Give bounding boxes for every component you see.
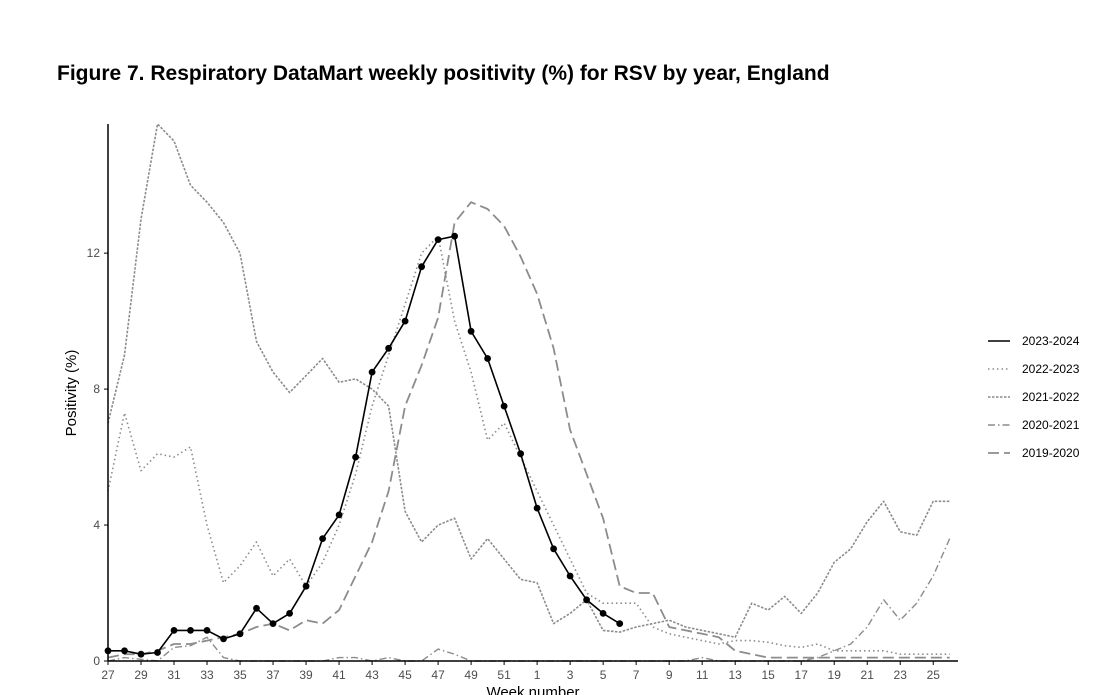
data-point-2023-2024: [368, 368, 376, 376]
x-tick-label: 41: [332, 668, 346, 682]
x-tick-label: 5: [600, 668, 607, 682]
x-tick-label: 47: [431, 668, 445, 682]
data-point-2023-2024: [434, 236, 442, 244]
data-point-2023-2024: [418, 263, 425, 271]
x-tick-label: 19: [828, 668, 842, 682]
x-tick-label: 11: [696, 668, 709, 682]
data-point-2023-2024: [187, 627, 194, 634]
data-point-2023-2024: [137, 650, 145, 658]
figure-title: Figure 7. Respiratory DataMart weekly po…: [57, 62, 830, 85]
legend: 2023-2024 2022-2023 2021-2022 2020-2021 2019…: [988, 334, 1080, 460]
x-tick-label: 9: [666, 668, 673, 682]
series-line-2019-2020: [107, 201, 950, 659]
x-tick-label: 1: [534, 668, 541, 682]
y-tick-label: 8: [93, 382, 100, 396]
data-point-2023-2024: [253, 604, 260, 612]
data-point-2023-2024: [302, 582, 310, 590]
x-tick-label: 15: [762, 668, 776, 682]
data-point-2023-2024: [517, 450, 524, 458]
x-tick-label: 45: [398, 668, 412, 682]
plot-area: [104, 123, 951, 662]
data-point-2023-2024: [451, 232, 458, 240]
x-tick-label: 27: [101, 668, 115, 682]
x-tick-label: 17: [795, 668, 809, 682]
series-line-2023-2024: [108, 235, 621, 656]
y-axis-title: Positivity (%): [63, 350, 80, 437]
y-tick-label: 12: [87, 246, 101, 260]
x-tick-label: 43: [365, 668, 379, 682]
data-point-2023-2024: [385, 344, 392, 352]
x-tick-label: 37: [266, 668, 280, 682]
data-point-2023-2024: [121, 647, 128, 655]
data-point-2023-2024: [203, 627, 211, 634]
x-axis-title: Week number: [486, 684, 579, 695]
x-tick-label: 49: [464, 668, 478, 682]
y-tick-label: 4: [93, 518, 100, 532]
data-point-2023-2024: [467, 327, 475, 335]
data-point-2023-2024: [484, 355, 491, 362]
x-tick-label: 3: [567, 668, 574, 682]
data-point-2023-2024: [220, 635, 227, 643]
data-point-2023-2024: [352, 453, 359, 461]
series-line-2022-2023: [107, 235, 950, 656]
data-point-2023-2024: [154, 649, 161, 656]
data-point-2023-2024: [401, 317, 409, 325]
series-line-2020-2021: [107, 538, 951, 662]
x-tick-label: 21: [861, 668, 875, 682]
data-point-2023-2024: [335, 511, 343, 519]
x-tick-label: 13: [729, 668, 743, 682]
x-tick-label: 33: [200, 668, 214, 682]
legend-label-2019-2020: 2019-2020: [1022, 446, 1080, 460]
x-tick-label: 7: [633, 668, 640, 682]
data-point-2023-2024: [616, 620, 624, 627]
y-tick-label: 0: [93, 654, 100, 668]
data-point-2023-2024: [550, 545, 557, 553]
data-point-2023-2024: [566, 572, 574, 580]
legend-label-2022-2023: 2022-2023: [1022, 362, 1080, 376]
x-tick-label: 39: [299, 668, 313, 682]
legend-label-2021-2022: 2021-2022: [1022, 390, 1080, 404]
data-point-2023-2024: [599, 610, 607, 617]
legend-label-2023-2024: 2023-2024: [1022, 334, 1080, 348]
data-point-2023-2024: [269, 620, 277, 627]
data-point-2023-2024: [236, 630, 244, 638]
data-point-2023-2024: [170, 627, 178, 634]
data-point-2023-2024: [286, 610, 293, 617]
x-tick-label: 29: [134, 668, 148, 682]
x-tick-label: 23: [894, 668, 908, 682]
x-tick-label: 51: [497, 668, 511, 682]
legend-label-2020-2021: 2020-2021: [1022, 418, 1080, 432]
data-point-2023-2024: [533, 504, 541, 512]
data-point-2023-2024: [319, 535, 326, 542]
series-line-2021-2022: [107, 123, 950, 639]
x-tick-label: 25: [927, 668, 941, 682]
x-tick-label: 31: [167, 668, 181, 682]
data-point-2023-2024: [500, 402, 508, 410]
x-tick-label: 35: [233, 668, 247, 682]
data-point-2023-2024: [583, 596, 590, 604]
